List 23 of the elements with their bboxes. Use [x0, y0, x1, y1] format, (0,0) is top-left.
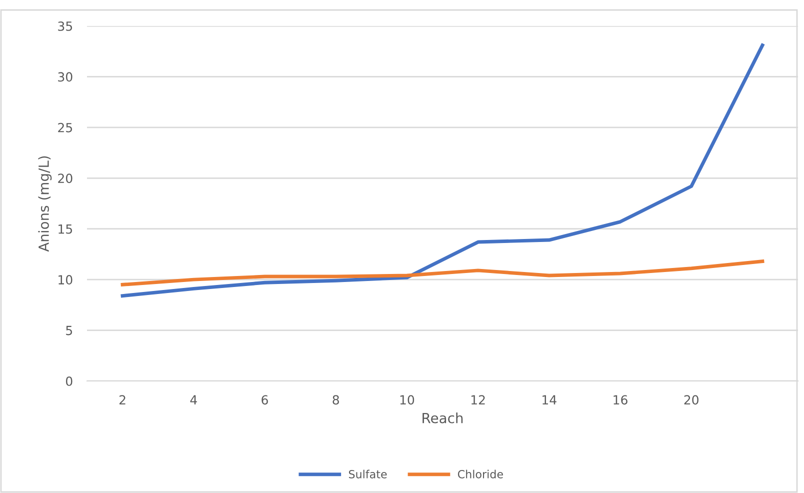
line-series — [120, 260, 764, 286]
x-tick-label: 8 — [332, 395, 339, 405]
x-tick-label: 14 — [542, 395, 556, 404]
x-tick-label: 4 — [190, 395, 197, 404]
y-tick-label: 15 — [58, 224, 72, 234]
x-tick-label: 12 — [471, 395, 485, 404]
x-tick-label: 16 — [614, 395, 628, 405]
x-tick-label: 20 — [684, 395, 698, 405]
line-series — [120, 44, 764, 298]
legend-label: Sulfate — [348, 470, 387, 478]
x-axis-title: Reach — [422, 412, 463, 424]
y-tick-label: 0 — [66, 376, 72, 386]
x-tick-label: 10 — [400, 395, 414, 405]
y-tick-label: 20 — [58, 174, 72, 184]
y-tick-label: 25 — [58, 122, 72, 132]
y-axis-title: Anions (mg/L) — [38, 156, 52, 252]
y-tick-label: 5 — [66, 326, 72, 336]
y-tick-label: 30 — [58, 72, 72, 82]
legend-label: Chloride — [458, 470, 503, 478]
y-tick-label: 35 — [58, 21, 72, 31]
y-tick-label: 10 — [58, 275, 72, 284]
x-tick-label: 6 — [262, 395, 268, 405]
x-tick-label: 2 — [119, 395, 126, 404]
